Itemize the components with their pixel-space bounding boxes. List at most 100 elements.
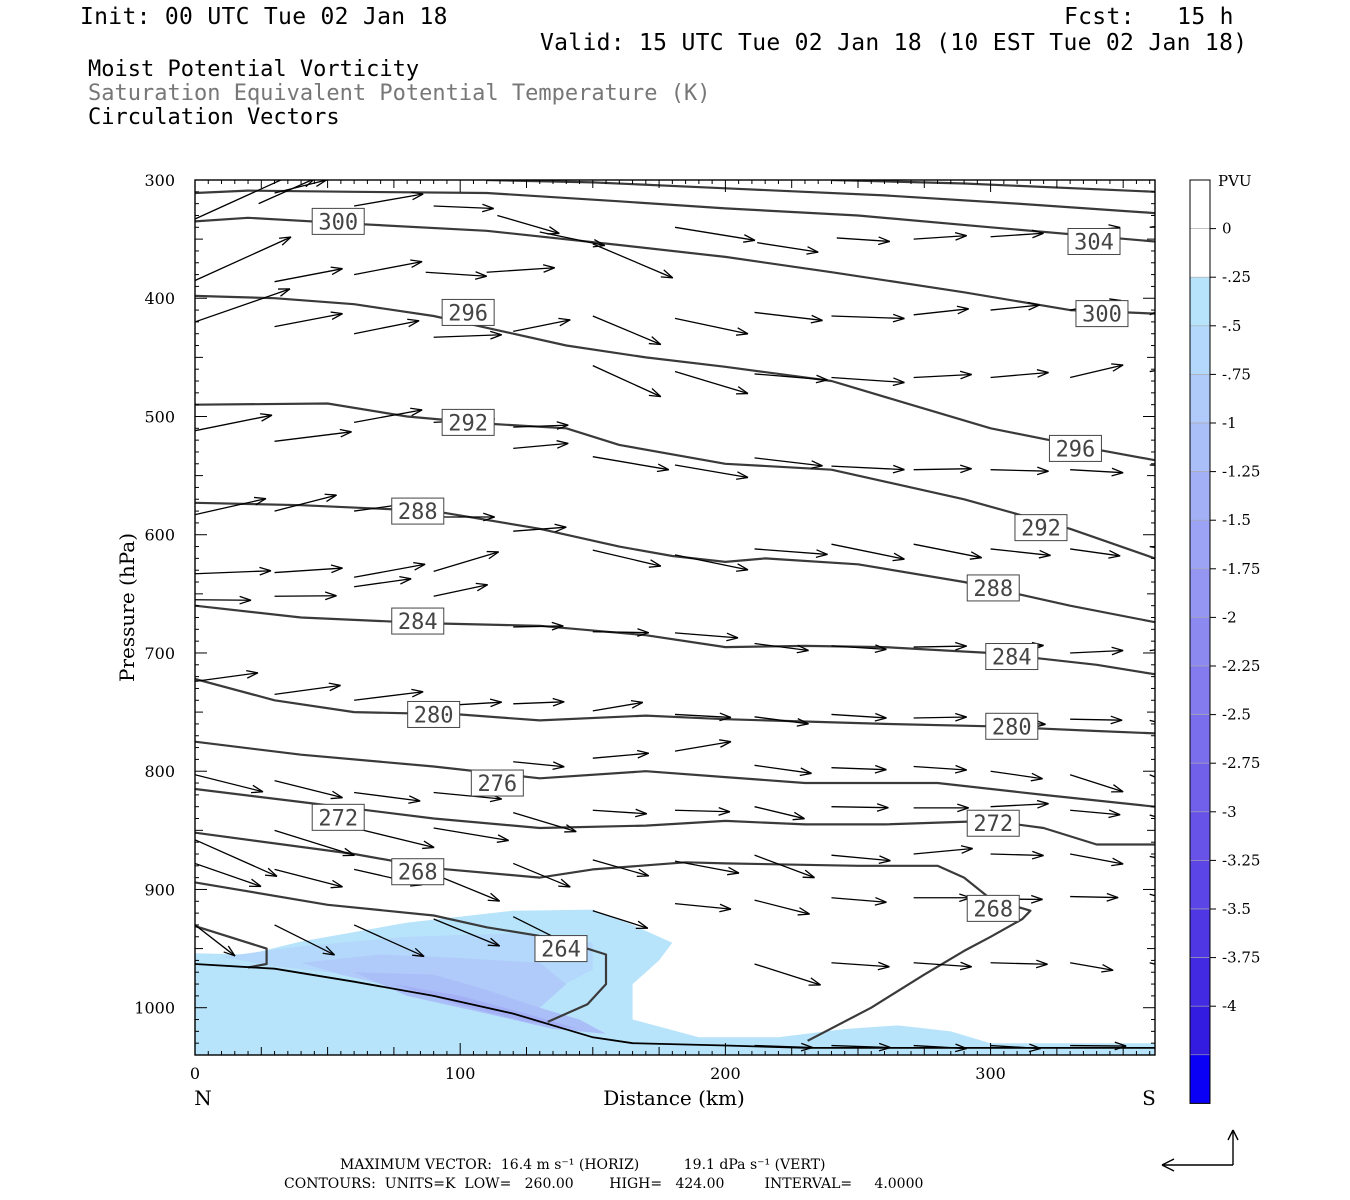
- vector-shaft: [274, 780, 343, 799]
- vector-23: [433, 330, 502, 340]
- vector-head: [1109, 550, 1121, 557]
- vector-shaft: [274, 567, 343, 574]
- colorbar-box-14: [1189, 860, 1211, 910]
- vector-shaft: [836, 237, 890, 243]
- vector-head: [411, 688, 424, 693]
- vector-shaft: [274, 595, 337, 597]
- vector-131: [754, 854, 815, 879]
- vector-head: [743, 239, 756, 243]
- vector-56: [990, 466, 1049, 476]
- colorbar-label: -1.25: [1222, 463, 1260, 481]
- vector-0: [195, 155, 337, 220]
- vector-head: [551, 625, 564, 631]
- vector-head: [556, 442, 569, 449]
- vector-head: [261, 414, 273, 422]
- vector-99: [274, 780, 343, 800]
- contour-label-288: 288: [391, 497, 445, 525]
- vector-125: [274, 868, 343, 889]
- vector-head: [1029, 1043, 1041, 1050]
- vector-79: [754, 642, 809, 654]
- vector-head: [1032, 850, 1044, 857]
- contour-label-text: 280: [414, 703, 454, 728]
- vector-head: [796, 723, 809, 727]
- vector-head: [954, 1047, 967, 1053]
- vector-shaft: [1070, 853, 1124, 865]
- contour-268-2: [195, 831, 1032, 1042]
- vector-head: [956, 305, 969, 310]
- vector-head: [810, 977, 821, 986]
- vector-head: [957, 803, 969, 809]
- axes: 0 100 200 300 300 400 500 600 700 800 900 1000 N S Dis…: [115, 171, 1156, 1110]
- vector-160: [1070, 1041, 1127, 1051]
- vector-112: [274, 829, 355, 857]
- vector-head: [961, 847, 973, 854]
- vector-73: [274, 591, 337, 601]
- vector-89: [513, 697, 565, 707]
- vector-head: [1111, 363, 1124, 366]
- vector-shaft: [274, 868, 343, 888]
- vector-head: [325, 155, 337, 156]
- ref-vertical-head: [1232, 1129, 1239, 1141]
- y-axis-label: Pressure (hPa): [115, 533, 139, 682]
- vector-head: [331, 313, 343, 321]
- contour-label-text: 276: [477, 772, 517, 797]
- vector-shaft: [1149, 814, 1155, 818]
- circulation-vectors: [195, 155, 1155, 1053]
- vector-shaft: [513, 761, 565, 768]
- vector-head: [1036, 369, 1049, 374]
- south-label: S: [1142, 1086, 1156, 1110]
- vector-shaft: [990, 803, 1049, 808]
- vector-head: [892, 381, 905, 387]
- vector-head: [1111, 472, 1124, 477]
- vector-20: [195, 288, 291, 323]
- vector-head: [324, 595, 337, 601]
- vector-head: [877, 240, 890, 246]
- vector-head: [1114, 1041, 1127, 1047]
- vector-shaft: [1149, 962, 1155, 965]
- vector-head: [253, 496, 267, 500]
- vector-32: [1149, 311, 1155, 316]
- vector-19: [1149, 225, 1155, 228]
- vector-head: [1037, 466, 1049, 472]
- vector-head: [1030, 898, 1043, 904]
- vector-head: [281, 236, 292, 246]
- vector-shaft: [274, 312, 343, 328]
- vector-head: [648, 394, 661, 398]
- vector-head: [411, 409, 423, 417]
- colorbar-label: -3.5: [1222, 900, 1251, 918]
- vector-shaft: [990, 1044, 1041, 1050]
- vector-shaft: [1149, 893, 1155, 897]
- vector-head: [1106, 896, 1119, 902]
- vector-head: [636, 749, 649, 754]
- vector-75: [433, 582, 489, 597]
- vector-head: [1102, 964, 1114, 971]
- contour-308-12: [486, 180, 1155, 215]
- vector-135: [1070, 853, 1124, 867]
- vector-head: [331, 567, 343, 574]
- colorbar-box-9: [1189, 617, 1211, 667]
- vector-head: [892, 313, 905, 320]
- vector-head: [556, 424, 569, 430]
- colorbar-label: -2.5: [1222, 706, 1251, 724]
- vector-67: [831, 543, 905, 562]
- contour-label-text: 292: [448, 411, 488, 436]
- vector-head: [876, 807, 889, 812]
- vector-head: [792, 818, 805, 821]
- vector-shaft: [913, 847, 973, 855]
- vector-shaft: [754, 899, 810, 915]
- vector-shaft: [754, 963, 821, 986]
- vector-head: [651, 388, 662, 398]
- vector-13: [674, 226, 756, 243]
- vector-head: [797, 913, 810, 916]
- vector-head: [955, 641, 967, 647]
- colorbar-box-16: [1189, 957, 1211, 1007]
- vector-head: [954, 769, 967, 774]
- vector-shaft: [1149, 855, 1155, 859]
- vector-shaft: [354, 578, 412, 588]
- title-vectors: Circulation Vectors: [88, 105, 340, 130]
- vector-head: [414, 947, 425, 957]
- vector-shaft: [831, 962, 890, 968]
- vector-head: [806, 251, 819, 255]
- contour-label-box: [470, 769, 524, 797]
- vector-head: [737, 471, 749, 479]
